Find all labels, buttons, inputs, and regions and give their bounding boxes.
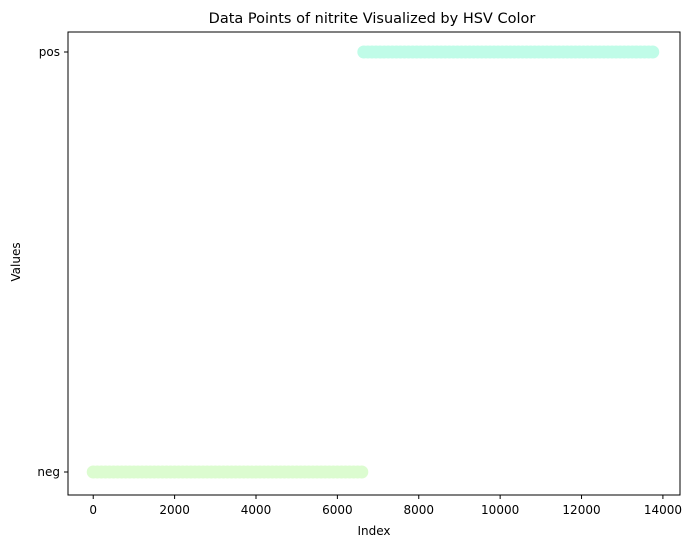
x-tick-label: 0 — [89, 503, 97, 517]
y-tick-label-neg: neg — [37, 465, 60, 479]
x-axis-ticks: 0 2000 4000 6000 8000 10000 12000 14000 — [89, 495, 682, 517]
data-point-pos — [646, 45, 660, 59]
y-axis-ticks: neg pos — [37, 45, 68, 479]
x-tick-label: 12000 — [562, 503, 600, 517]
y-tick-label-pos: pos — [39, 45, 60, 59]
x-tick-label: 10000 — [481, 503, 519, 517]
plot-area-frame — [67, 31, 681, 496]
x-tick-label: 4000 — [241, 503, 272, 517]
data-point-neg — [355, 465, 369, 479]
x-tick-label: 2000 — [159, 503, 190, 517]
x-axis-label: Index — [357, 524, 390, 538]
x-tick-label: 14000 — [644, 503, 682, 517]
chart-title: Data Points of nitrite Visualized by HSV… — [209, 11, 536, 27]
x-tick-label: 8000 — [403, 503, 434, 517]
y-axis-label: Values — [9, 242, 23, 281]
data-points — [86, 45, 660, 479]
x-tick-label: 6000 — [322, 503, 353, 517]
